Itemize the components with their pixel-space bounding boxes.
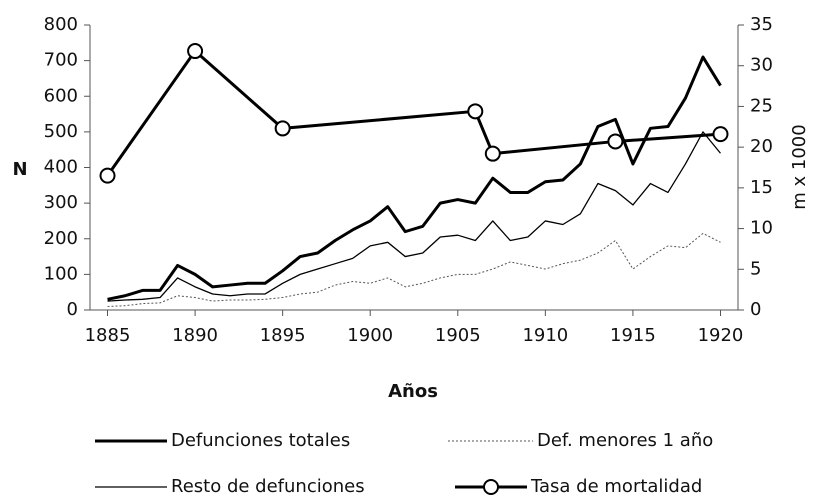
y-tick-label: 700 [44,50,78,71]
y2-tick-label: 30 [750,55,773,76]
x-tick-label: 1895 [260,325,306,346]
x-tick-label: 1920 [698,325,744,346]
y2-tick-label: 10 [750,218,773,239]
series-line [107,131,721,302]
legend-label: Resto de defunciones [171,476,365,497]
series-marker [484,145,501,162]
series-marker [187,43,204,60]
y-tick-label: 100 [44,263,78,284]
y2-tick-label: 20 [750,136,773,157]
series-marker [467,103,484,120]
y-axis-label: N [12,159,27,180]
series-marker [99,167,116,184]
x-tick-label: 1915 [610,325,656,346]
series-marker [274,120,291,137]
y-tick-label: 200 [44,228,78,249]
x-tick-label: 1890 [172,325,218,346]
legend-marker [483,479,499,495]
y2-tick-label: 0 [750,299,761,320]
legend-label: Tasa de mortalidad [530,476,702,497]
series-line [106,49,721,177]
series-line [107,55,722,301]
y-tick-label: 600 [44,85,78,106]
y-tick-label: 0 [67,299,78,320]
y-tick-label: 400 [44,157,78,178]
legend-label: Defunciones totales [171,430,350,451]
x-tick-label: 1885 [85,325,131,346]
y2-tick-label: 15 [750,177,773,198]
y-tick-label: 500 [44,121,78,142]
legend-label: Def. menores 1 año [537,430,713,451]
y2-tick-label: 25 [750,95,773,116]
y-tick-label: 800 [44,14,78,35]
x-axis-label: Años [388,381,438,402]
series-marker [607,133,624,150]
y2-tick-label: 5 [750,258,761,279]
x-tick-label: 1910 [522,325,568,346]
series-line [107,232,721,307]
x-tick-label: 1900 [347,325,393,346]
y-tick-label: 300 [44,192,78,213]
x-tick-label: 1905 [435,325,481,346]
y2-axis-label: m x 1000 [789,124,810,209]
y2-tick-label: 35 [750,14,773,35]
series-marker [712,126,729,143]
